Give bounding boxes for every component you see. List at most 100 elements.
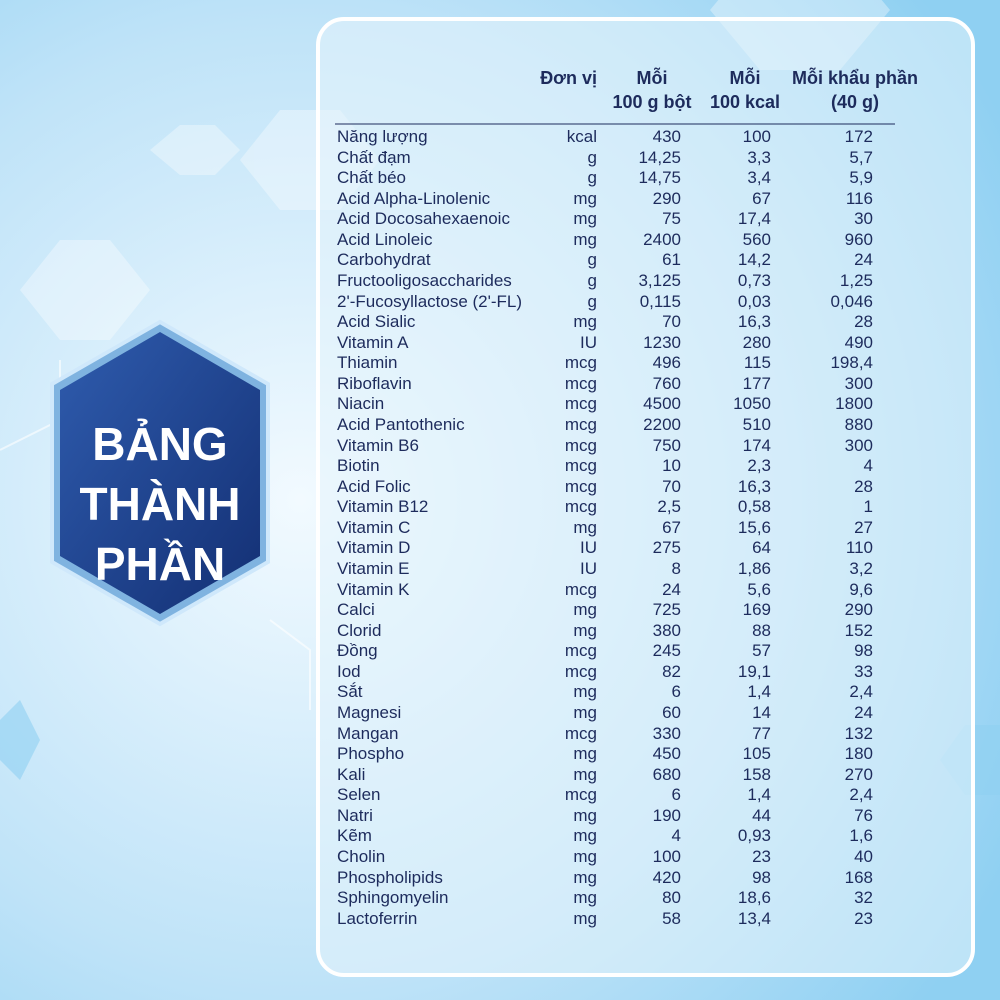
table-cell: 100 (652, 846, 681, 866)
table-cell: 3,4 (747, 168, 771, 188)
table-cell: 5,6 (747, 579, 771, 599)
table-cell: 960 (844, 229, 873, 249)
table-cell: 2,4 (849, 682, 873, 702)
table-cell: 64 (752, 538, 771, 558)
table-cell: 275 (652, 538, 681, 558)
table-cell: 15,6 (737, 517, 771, 537)
table-cell: 3,3 (747, 147, 771, 167)
table-cell: mcg (564, 476, 597, 496)
table-cell: mcg (564, 353, 597, 373)
nutrient-name: Acid Alpha-Linolenic (337, 188, 491, 208)
table-cell: 1 (863, 497, 873, 517)
table-cell: 1,4 (747, 785, 771, 805)
table-cell: 88 (752, 620, 771, 640)
badge-line: THÀNH (79, 478, 241, 530)
nutrient-name: Carbohydrat (337, 250, 431, 270)
table-cell: mg (573, 229, 597, 249)
table-cell: 750 (652, 435, 681, 455)
table-cell: 1,86 (737, 558, 771, 578)
table-cell: g (587, 147, 597, 167)
nutrient-name: Vitamin D (337, 538, 411, 558)
nutrient-name: Đồng (337, 641, 378, 661)
table-cell: mcg (564, 723, 597, 743)
table-cell: mcg (564, 414, 597, 434)
table-cell: 10 (662, 456, 681, 476)
table-cell: 23 (752, 846, 771, 866)
header-cell: Mỗi (729, 68, 761, 88)
table-cell: 180 (844, 744, 873, 764)
header-cell: Đơn vị (540, 68, 597, 88)
table-cell: 0,03 (737, 291, 771, 311)
table-cell: 880 (844, 414, 873, 434)
table-cell: 16,3 (737, 476, 771, 496)
nutrient-name: Clorid (337, 620, 382, 640)
table-cell: 24 (662, 579, 681, 599)
table-cell: 14,75 (638, 168, 681, 188)
header-cell: Mỗi (636, 68, 668, 88)
table-cell: 177 (742, 373, 771, 393)
table-cell: 44 (752, 805, 771, 825)
table-cell: mg (573, 620, 597, 640)
table-cell: mg (573, 188, 597, 208)
table-cell: 16,3 (737, 312, 771, 332)
table-cell: 5,9 (849, 168, 873, 188)
table-cell: 290 (844, 600, 873, 620)
table-cell: 67 (752, 188, 771, 208)
table-cell: 450 (652, 744, 681, 764)
table-cell: 300 (844, 373, 873, 393)
table-cell: 13,4 (737, 908, 771, 928)
table-cell: 24 (854, 702, 873, 722)
table-cell: 2,3 (747, 456, 771, 476)
table-cell: 70 (662, 476, 681, 496)
table-cell: 14,2 (737, 250, 771, 270)
table-cell: 430 (652, 127, 681, 146)
table-cell: 172 (844, 127, 873, 146)
table-cell: 67 (662, 517, 681, 537)
table-cell: 28 (854, 312, 873, 332)
nutrient-name: Niacin (337, 394, 385, 414)
nutrient-name: Mangan (337, 723, 399, 743)
nutrient-name: Sắt (337, 682, 363, 702)
table-cell: mg (573, 517, 597, 537)
nutrient-name: Thiamin (337, 353, 398, 373)
badge-line: PHẦN (94, 538, 226, 590)
nutrient-name: Natri (337, 805, 373, 825)
table-cell: mcg (564, 785, 597, 805)
table-cell: 680 (652, 764, 681, 784)
table-cell: mg (573, 600, 597, 620)
table-cell: 1050 (733, 394, 771, 414)
table-cell: 28 (854, 476, 873, 496)
table-cell: mg (573, 744, 597, 764)
table-cell: mg (573, 867, 597, 887)
table-cell: 158 (742, 764, 771, 784)
table-cell: 105 (742, 744, 771, 764)
nutrient-name: Phospholipids (337, 867, 443, 887)
table-cell: 760 (652, 373, 681, 393)
table-cell: 2,5 (657, 497, 681, 517)
table-cell: kcal (566, 127, 597, 146)
table-cell: 174 (742, 435, 771, 455)
nutrient-name: Vitamin A (337, 332, 409, 352)
table-cell: 3,2 (849, 558, 873, 578)
table-cell: mcg (564, 435, 597, 455)
table-cell: 110 (845, 538, 873, 558)
table-cell: mg (573, 805, 597, 825)
table-cell: 4 (671, 826, 681, 846)
table-cell: 40 (854, 846, 873, 866)
table-cell: 6 (671, 785, 681, 805)
table-cell: mg (573, 764, 597, 784)
nutrient-name: Chất đạm (337, 147, 411, 167)
table-cell: mg (573, 209, 597, 229)
table-cell: 168 (844, 867, 873, 887)
nutrient-name: Acid Pantothenic (337, 414, 465, 434)
table-cell: 6 (671, 682, 681, 702)
table-cell: 98 (752, 867, 771, 887)
table-cell: g (587, 270, 597, 290)
table-cell: mg (573, 888, 597, 908)
nutrient-name: Phospho (337, 744, 405, 764)
nutrient-name: Kẽm (337, 826, 372, 846)
table-cell: mcg (564, 579, 597, 599)
table-cell: mcg (564, 497, 597, 517)
nutrient-name: Lactoferrin (337, 908, 418, 928)
table-cell: mcg (564, 456, 597, 476)
